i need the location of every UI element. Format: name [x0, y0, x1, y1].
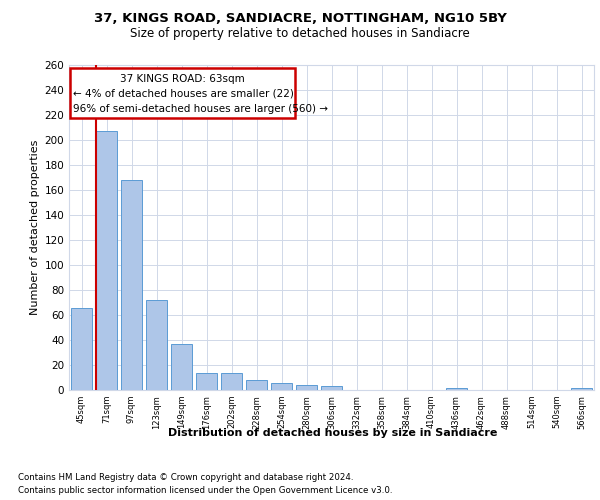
Y-axis label: Number of detached properties: Number of detached properties [30, 140, 40, 315]
Bar [221, 372, 242, 390]
Bar [71, 308, 92, 390]
Bar [321, 386, 342, 390]
Text: 37 KINGS ROAD: 63sqm: 37 KINGS ROAD: 63sqm [121, 74, 245, 84]
Bar [271, 382, 292, 390]
Bar [96, 131, 117, 390]
Bar [296, 385, 317, 390]
FancyBboxPatch shape [70, 68, 295, 117]
Bar [121, 180, 142, 390]
Bar [446, 388, 467, 390]
Bar [146, 300, 167, 390]
Bar [196, 372, 217, 390]
Bar [171, 344, 192, 390]
Text: Contains HM Land Registry data © Crown copyright and database right 2024.: Contains HM Land Registry data © Crown c… [18, 472, 353, 482]
Text: Distribution of detached houses by size in Sandiacre: Distribution of detached houses by size … [169, 428, 497, 438]
Text: Contains public sector information licensed under the Open Government Licence v3: Contains public sector information licen… [18, 486, 392, 495]
Bar [571, 388, 592, 390]
Bar [246, 380, 267, 390]
Text: 37, KINGS ROAD, SANDIACRE, NOTTINGHAM, NG10 5BY: 37, KINGS ROAD, SANDIACRE, NOTTINGHAM, N… [94, 12, 506, 26]
Text: Size of property relative to detached houses in Sandiacre: Size of property relative to detached ho… [130, 28, 470, 40]
Text: ← 4% of detached houses are smaller (22): ← 4% of detached houses are smaller (22) [73, 89, 293, 99]
Text: 96% of semi-detached houses are larger (560) →: 96% of semi-detached houses are larger (… [73, 104, 328, 114]
